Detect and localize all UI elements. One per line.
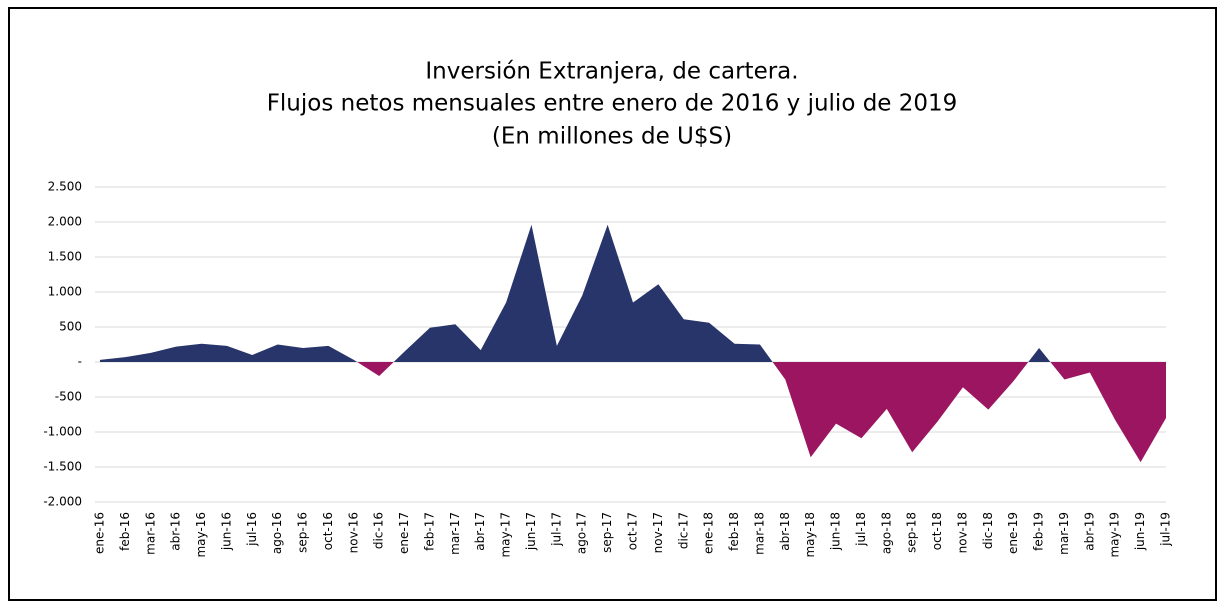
x-tick-label: dic-16 [372, 512, 386, 549]
x-tick-label: oct-16 [321, 512, 335, 550]
y-tick-label: 1.500 [48, 250, 82, 264]
x-tick-label: ene-16 [93, 512, 107, 554]
x-tick-label: feb-17 [422, 512, 436, 551]
y-tick-label: - [78, 355, 82, 369]
y-tick-label: -2.000 [43, 495, 82, 509]
x-tick-label: abr-18 [778, 512, 792, 551]
x-tick-label: oct-17 [626, 512, 640, 550]
area [100, 224, 1166, 463]
chart-title: (En millones de U$S) [492, 124, 732, 150]
x-tick-label: oct-18 [930, 512, 944, 550]
y-tick-label: 2.500 [48, 180, 82, 194]
x-tick-label: sep-18 [905, 512, 919, 553]
chart-title: Inversión Extranjera, de cartera. [425, 59, 798, 85]
chart-title: Flujos netos mensuales entre enero de 20… [267, 91, 958, 117]
x-tick-label: dic-17 [676, 512, 690, 549]
x-tick-label: ago-18 [879, 512, 893, 554]
y-tick-label: -500 [55, 390, 82, 404]
y-tick-label: -1.500 [43, 460, 82, 474]
x-tick-label: ene-19 [1006, 512, 1020, 554]
x-tick-label: feb-18 [727, 512, 741, 551]
x-tick-label: mar-18 [752, 512, 766, 555]
x-tick-label: jul-17 [549, 512, 563, 547]
x-tick-label: jul-19 [1159, 512, 1173, 547]
x-tick-label: jul-16 [245, 512, 259, 547]
y-tick-label: 1.000 [48, 285, 82, 299]
x-tick-label: sep-17 [600, 512, 614, 553]
y-tick-label: 500 [59, 320, 82, 334]
x-tick-label: may-18 [803, 512, 817, 558]
x-tick-label: may-16 [194, 512, 208, 558]
x-tick-label: nov-18 [955, 512, 969, 553]
x-tick-label: abr-16 [169, 512, 183, 551]
x-tick-label: sep-16 [296, 512, 310, 553]
x-tick-label: mar-17 [448, 512, 462, 555]
x-tick-label: dic-18 [981, 512, 995, 549]
x-tick-label: mar-19 [1057, 512, 1071, 555]
x-tick-label: ene-18 [702, 512, 716, 554]
x-tick-label: feb-16 [118, 512, 132, 551]
x-tick-label: nov-17 [651, 512, 665, 553]
x-tick-label: jun-17 [524, 512, 538, 551]
x-tick-label: jun-19 [1133, 512, 1147, 551]
x-tick-label: abr-19 [1082, 512, 1096, 551]
x-tick-label: ago-17 [575, 512, 589, 554]
x-tick-label: may-17 [499, 512, 513, 558]
y-tick-label: 2.000 [48, 215, 82, 229]
x-tick-label: abr-17 [473, 512, 487, 551]
x-tick-label: jun-18 [829, 512, 843, 551]
frame [8, 7, 1217, 601]
x-tick-label: mar-16 [143, 512, 157, 555]
x-tick-label: jul-18 [854, 512, 868, 547]
x-tick-label: ene-17 [397, 512, 411, 554]
x-tick-label: feb-19 [1032, 512, 1046, 551]
y-tick-label: -1.000 [43, 425, 82, 439]
x-tick-label: nov-16 [346, 512, 360, 553]
x-tick-label: jun-16 [219, 512, 233, 551]
x-tick-label: ago-16 [270, 512, 284, 554]
x-tick-label: may-19 [1108, 512, 1122, 558]
